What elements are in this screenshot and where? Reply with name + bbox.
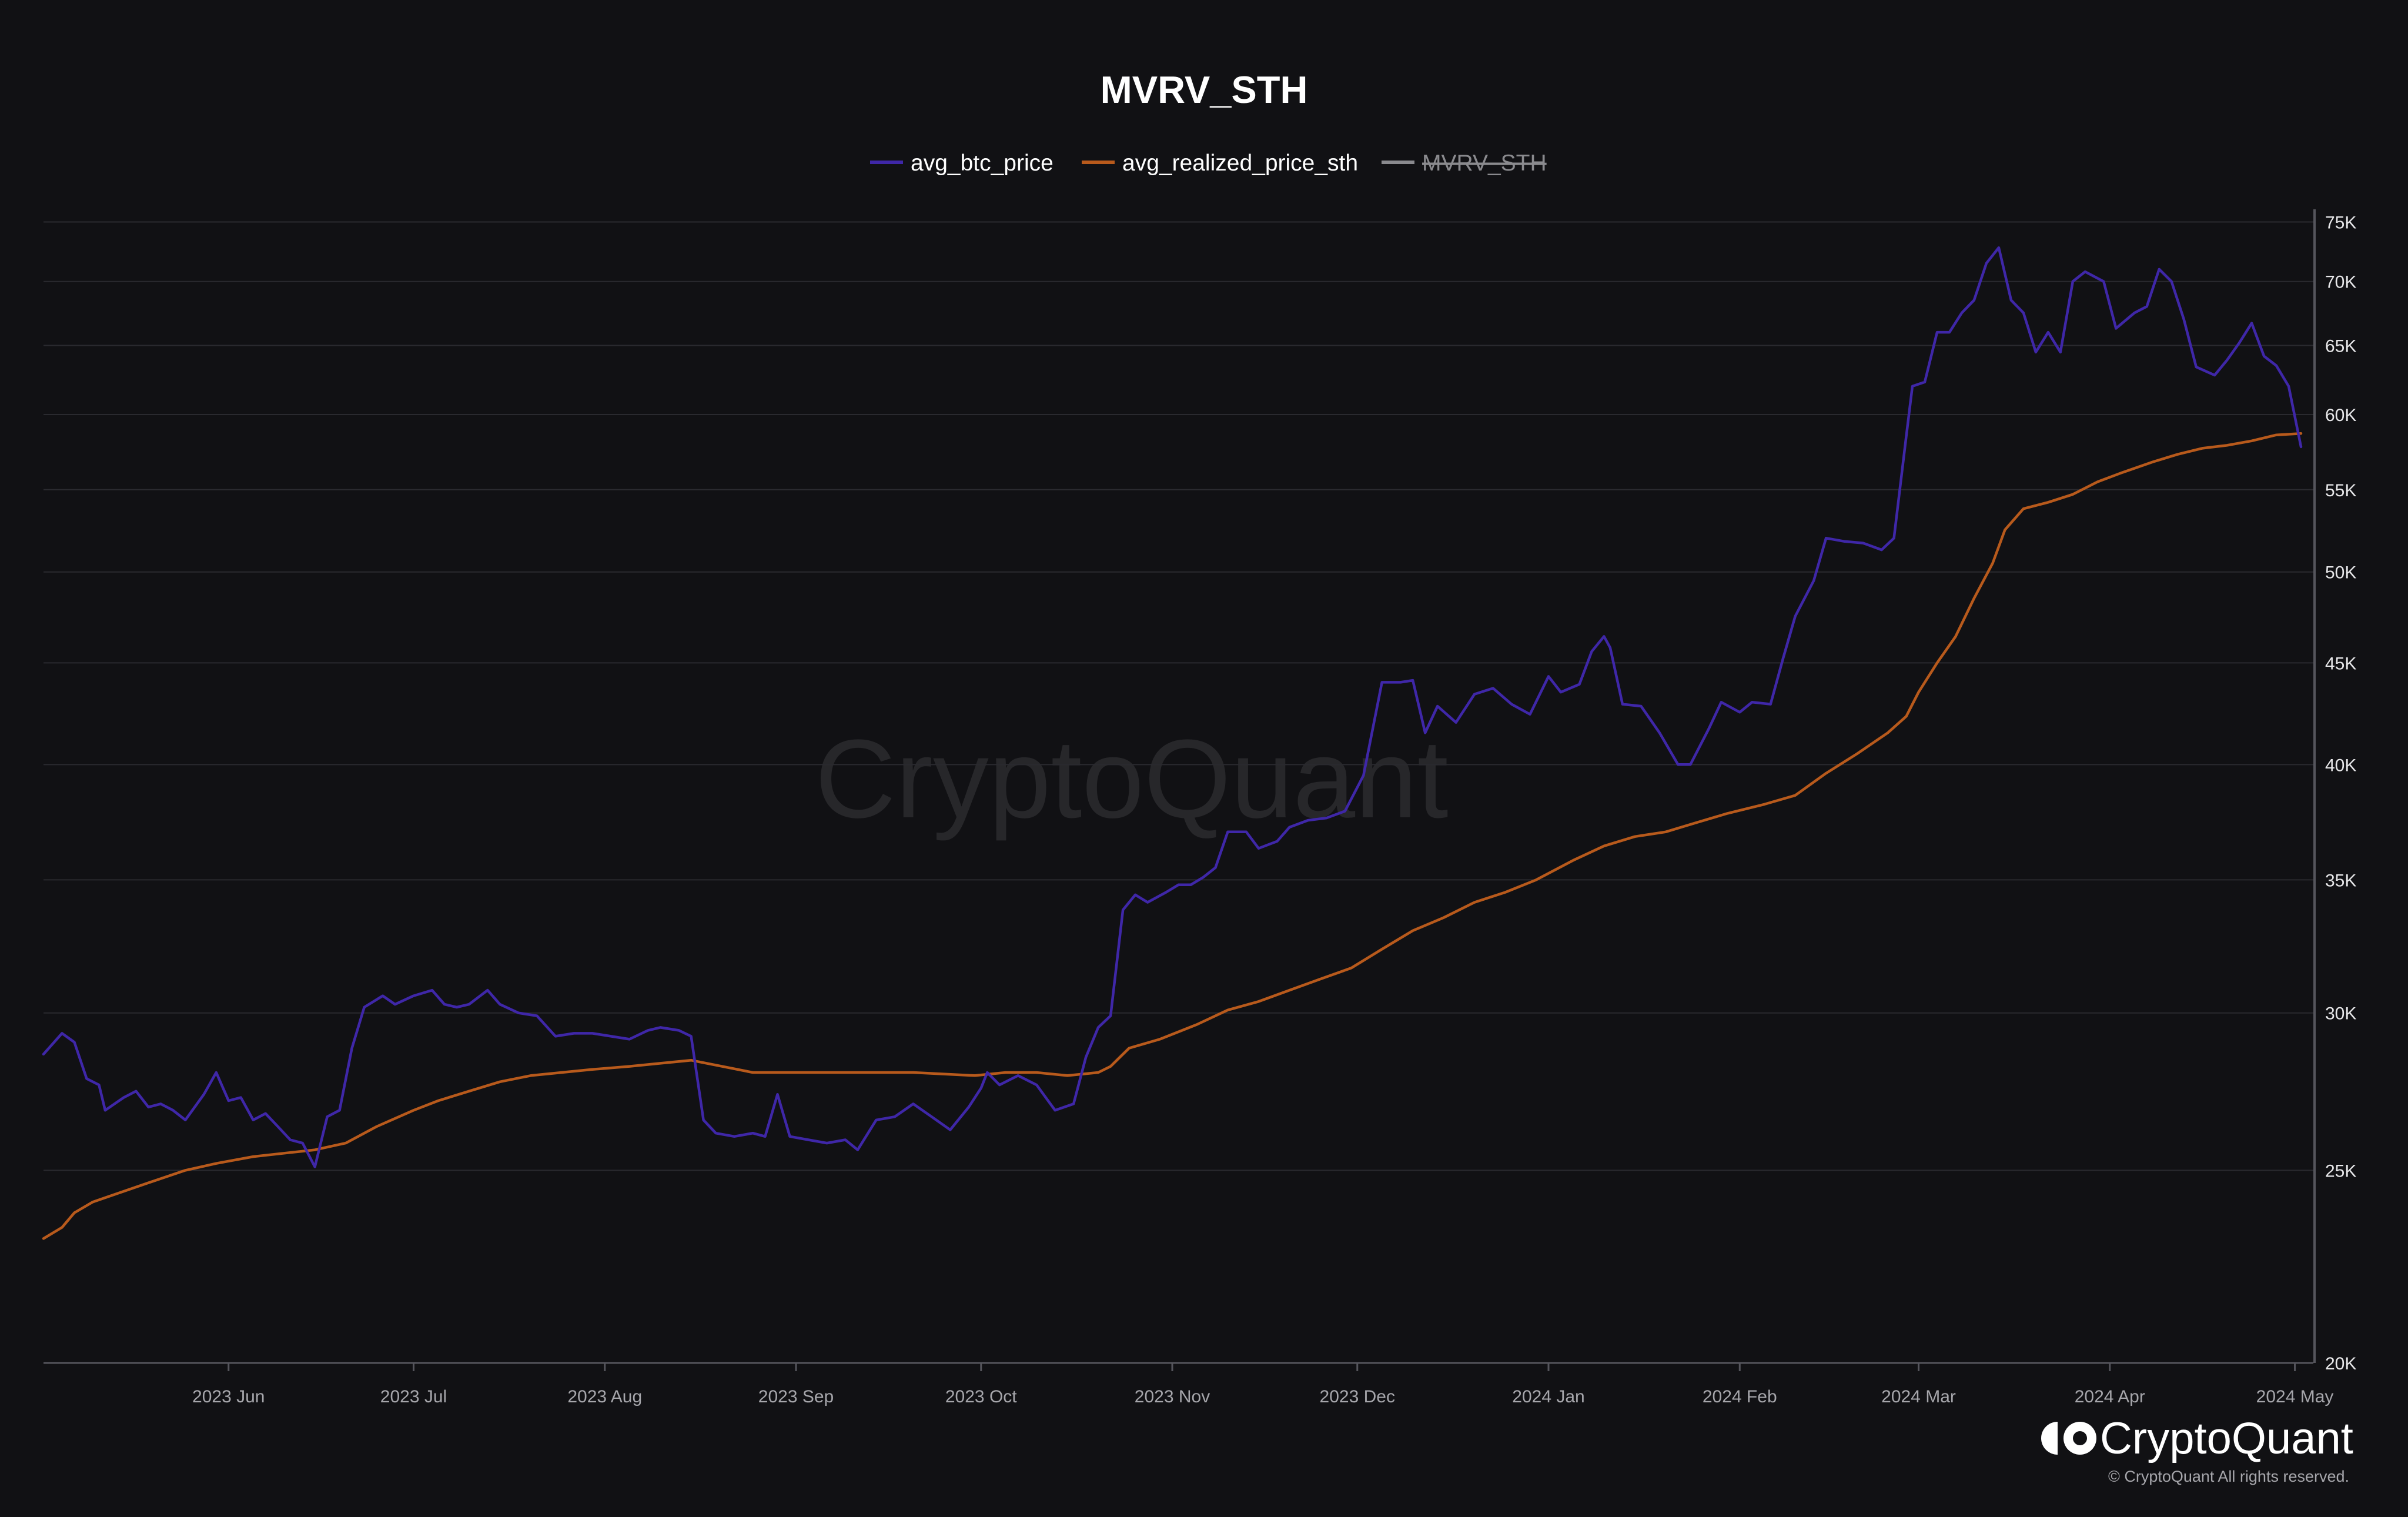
series-line-avg-realized-price-sth [42,432,2303,1240]
y-tick-label: 40K [2325,756,2356,775]
y-axis-ticks: 20K 25K 30K 35K 40K 45K 50K 55K 60K 65K 70K 75K [2325,213,2356,1374]
axes [44,209,2316,1364]
series-lines [42,246,2303,1240]
x-tick-label: 2023 Nov [1135,1387,1210,1406]
x-tick-label: 2024 Feb [1703,1387,1777,1406]
watermark: CryptoQuant [815,717,1448,841]
cryptoquant-logo-icon [2041,1422,2096,1455]
x-tick-label: 2024 Mar [1881,1387,1956,1406]
y-tick-label: 60K [2325,406,2356,425]
series-line-avg-btc-price [42,246,2303,1168]
x-tick-label: 2023 Oct [945,1387,1017,1406]
chart-title: MVRV_STH [1101,68,1308,111]
y-tick-label: 25K [2325,1161,2356,1181]
y-tick-label: 30K [2325,1004,2356,1024]
legend: avg_btc_price avg_realized_price_sth MVR… [870,151,1547,176]
y-tick-label: 35K [2325,871,2356,890]
legend-item-mvrv-sth[interactable]: MVRV_STH [1382,151,1547,176]
y-tick-label: 50K [2325,563,2356,583]
x-tick-label: 2023 Dec [1320,1387,1395,1406]
legend-label-avg-realized-price-sth: avg_realized_price_sth [1122,151,1358,176]
brand-name: CryptoQuant [2100,1414,2353,1463]
x-tick-label: 2024 May [2256,1387,2334,1406]
copyright-text: © CryptoQuant All rights reserved. [2108,1468,2349,1485]
y-tick-label: 55K [2325,481,2356,500]
x-tick-label: 2023 Jul [380,1387,447,1406]
x-tick-label: 2023 Jun [192,1387,265,1406]
y-tick-label: 20K [2325,1354,2356,1374]
x-tick-label: 2023 Sep [758,1387,834,1406]
x-tick-label: 2023 Aug [567,1387,642,1406]
y-tick-label: 70K [2325,273,2356,292]
legend-item-avg-realized-price-sth[interactable]: avg_realized_price_sth [1082,151,1358,176]
legend-item-avg-btc-price[interactable]: avg_btc_price [870,151,1054,176]
legend-label-avg-btc-price: avg_btc_price [911,151,1054,176]
y-tick-label: 65K [2325,337,2356,356]
y-tick-label: 45K [2325,654,2356,673]
y-tick-label: 75K [2325,213,2356,232]
brand-logo: CryptoQuant [2041,1414,2353,1463]
x-tick-label: 2024 Jan [1512,1387,1584,1406]
x-axis-ticks: 2023 Jun 2023 Jul 2023 Aug 2023 Sep 2023 Oct… [192,1363,2333,1406]
x-tick-label: 2024 Apr [2075,1387,2145,1406]
